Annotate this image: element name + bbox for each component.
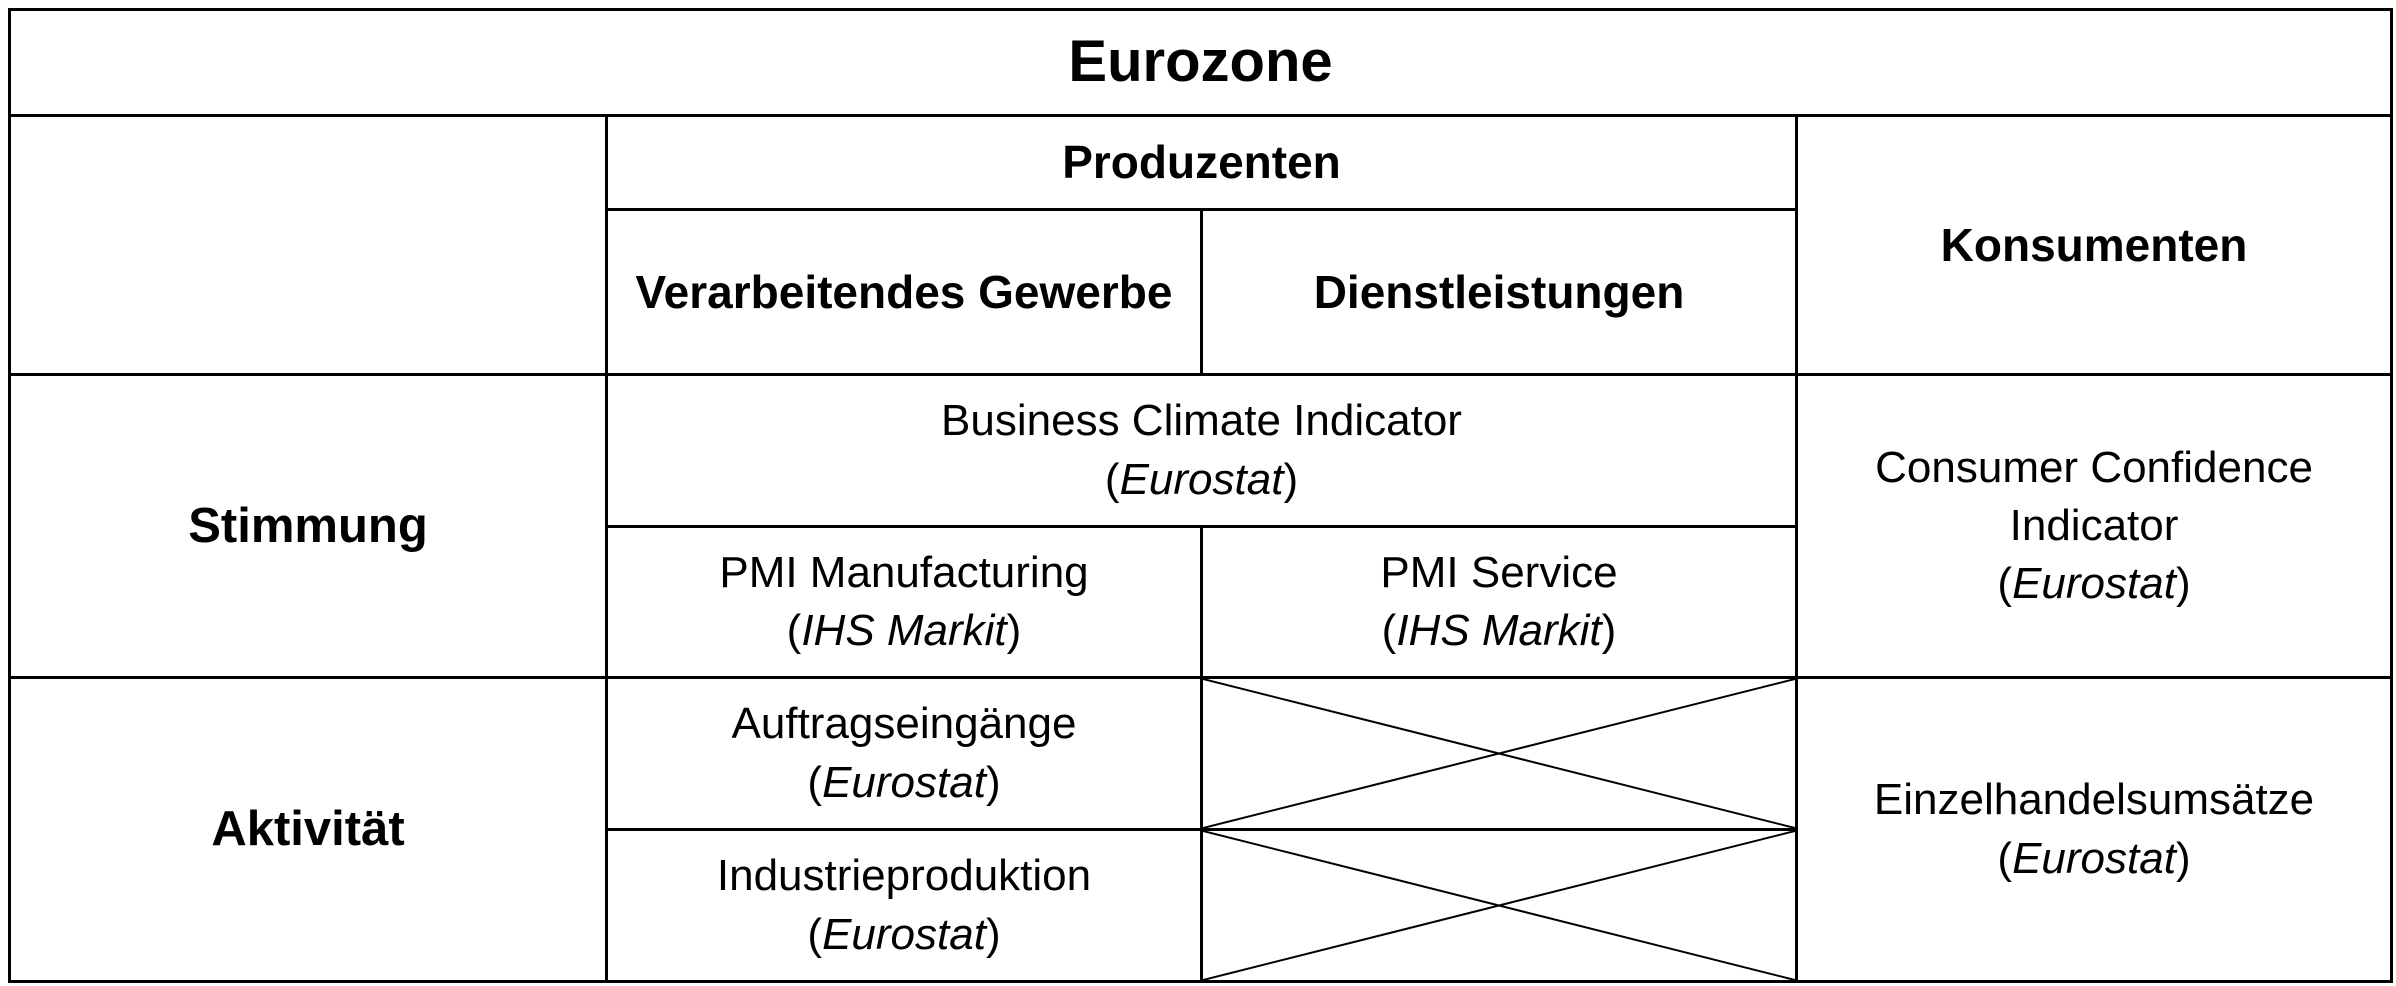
cell-name: Auftragseingänge: [731, 699, 1077, 749]
cell-source: Eurostat: [822, 909, 986, 959]
cell-source: IHS Markit: [801, 606, 1007, 655]
header-consumers: Konsumenten: [1794, 114, 2394, 376]
row-header-activity: Aktivität: [8, 676, 608, 983]
header-services: Dienstleistungen: [1200, 208, 1798, 376]
cell-name: PMI Manufacturing: [719, 547, 1089, 597]
cell-orders: Auftragseingänge (Eurostat): [605, 676, 1203, 831]
cell-pmi-service: PMI Service (IHS Markit): [1200, 525, 1798, 679]
cell-retail-sales: Einzelhandelsumsätze (Eurostat): [1794, 676, 2394, 983]
cell-industrial-production: Industrieproduktion (Eurostat): [605, 828, 1203, 983]
cell-name: PMI Service: [1380, 547, 1618, 597]
header-manufacturing-label: Verarbeitendes Gewerbe: [635, 265, 1173, 318]
header-manufacturing: Verarbeitendes Gewerbe: [605, 208, 1203, 376]
cross-out-mark: [1203, 679, 1795, 828]
corner-cell: [8, 114, 608, 376]
cell-source: Eurostat: [822, 757, 986, 807]
cell-pmi-manufacturing: PMI Manufacturing (IHS Markit): [605, 525, 1203, 679]
cell-business-climate: Business Climate Indicator (Eurostat): [605, 373, 1798, 528]
table-title: Eurozone: [7, 8, 2394, 117]
cell-source: Eurostat: [2012, 833, 2176, 883]
cell-name: Consumer Confidence Indicator: [1875, 442, 2313, 550]
cross-out-mark: [1203, 831, 1795, 980]
cell-name: Business Climate Indicator: [941, 396, 1462, 446]
cell-consumer-confidence: Consumer Confidence Indicator (Eurostat): [1794, 373, 2394, 679]
cell-source: IHS Markit: [1396, 606, 1602, 655]
empty-crossed-cell: [1200, 676, 1798, 831]
cell-name: Einzelhandelsumsätze: [1873, 775, 2315, 825]
empty-crossed-cell: [1200, 828, 1798, 983]
cell-name: Industrieproduktion: [716, 851, 1092, 901]
cell-source: Eurostat: [2012, 559, 2176, 609]
row-header-sentiment: Stimmung: [8, 373, 608, 679]
header-producers: Produzenten: [605, 114, 1798, 211]
cell-source: Eurostat: [1119, 454, 1284, 504]
eurozone-indicator-table: Eurozone Produzenten Konsumenten Verarbe…: [7, 8, 2394, 983]
